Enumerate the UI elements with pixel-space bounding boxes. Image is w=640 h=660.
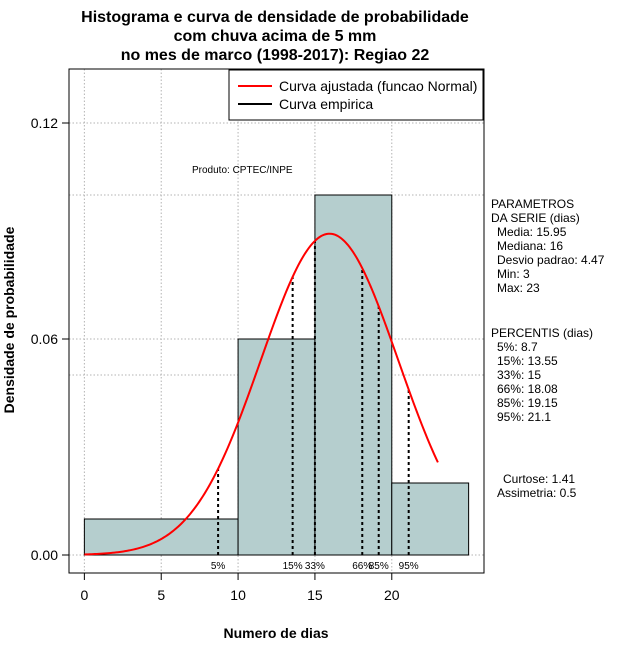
histogram-bar-1: [83, 518, 239, 556]
fitted-curve-line: [84, 232, 439, 556]
title-line-3: no mes de marco (1998-2017): Regiao 22: [121, 47, 430, 64]
x-tick-label-1: 5: [157, 587, 165, 603]
plot-area: 5% 15% 33% 66%85% 95%: [68, 68, 485, 574]
x-axis: 0 5 10 15 20: [80, 572, 400, 603]
percentile-label-2: 15%: [283, 561, 303, 572]
y-tick-label-2: 0.12: [31, 115, 58, 131]
chart-title: Histograma e curva de densidade de proba…: [81, 9, 469, 64]
title-line-1: Histograma e curva de densidade de proba…: [81, 9, 469, 26]
param-max: Max: 23: [497, 281, 540, 295]
producer-note: Produto: CPTEC/INPE: [192, 165, 293, 176]
param-min: Min: 3: [497, 267, 530, 281]
curtose: Curtose: 1.41: [503, 472, 575, 486]
y-axis-title: Densidade de probabilidade: [1, 226, 17, 413]
percentil-5: 5%: 8.7: [497, 340, 538, 354]
x-tick-label-4: 20: [384, 587, 400, 603]
legend: Curva ajustada (funcao Normal) Curva emp…: [228, 69, 484, 121]
param-media: Media: 15.95: [497, 225, 567, 239]
percentil-85: 85%: 19.15: [497, 396, 558, 410]
histogram-bar-2: [237, 338, 316, 556]
series-parameters: PARAMETROS DA SERIE (dias) Media: 15.95 …: [491, 197, 605, 295]
legend-label-empirical: Curva empirica: [279, 96, 373, 112]
percentis-header: PERCENTIS (dias): [491, 326, 593, 340]
y-tick-label-1: 0.06: [31, 331, 58, 347]
percentil-15: 15%: 13.55: [497, 354, 558, 368]
percentile-label-6: 95%: [399, 561, 419, 572]
y-tick-label-0: 0.00: [31, 547, 58, 563]
histogram-bar-3: [314, 194, 393, 556]
assimetria: Assimetria: 0.5: [497, 486, 577, 500]
y-axis: 0.00 0.06 0.12: [31, 115, 70, 563]
percentile-label-4: 66%: [352, 561, 372, 572]
title-line-2: com chuva acima de 5 mm: [174, 28, 377, 45]
param-desvio: Desvio padrao: 4.47: [497, 253, 605, 267]
histogram-bars: [83, 194, 470, 556]
x-tick-label-0: 0: [80, 587, 88, 603]
percentil-95: 95%: 21.1: [497, 410, 551, 424]
percentil-33: 33%: 15: [497, 368, 541, 382]
percentile-labels: 5% 15% 33% 66%85% 95%: [211, 561, 419, 572]
params-header-line-2: DA SERIE (dias): [491, 211, 580, 225]
params-header-line-1: PARAMETROS: [491, 197, 574, 211]
percentile-label-1: 5%: [211, 561, 226, 572]
percentile-label-3: 33%: [305, 561, 325, 572]
percentile-label-5: 85%: [369, 561, 389, 572]
histogram-bar-4: [391, 482, 470, 556]
x-tick-label-2: 10: [230, 587, 246, 603]
legend-box: [228, 69, 484, 121]
percentil-66: 66%: 18.08: [497, 382, 558, 396]
legend-label-fitted: Curva ajustada (funcao Normal): [279, 78, 477, 94]
x-tick-label-3: 15: [307, 587, 323, 603]
distribution-shape: Curtose: 1.41 Assimetria: 0.5: [497, 472, 577, 500]
x-axis-title: Numero de dias: [223, 625, 328, 641]
percentile-lines: [217, 240, 410, 555]
param-mediana: Mediana: 16: [497, 239, 563, 253]
fitted-curve: [84, 232, 439, 556]
percentiles-summary: PERCENTIS (dias) 5%: 8.7 15%: 13.55 33%:…: [491, 326, 593, 424]
